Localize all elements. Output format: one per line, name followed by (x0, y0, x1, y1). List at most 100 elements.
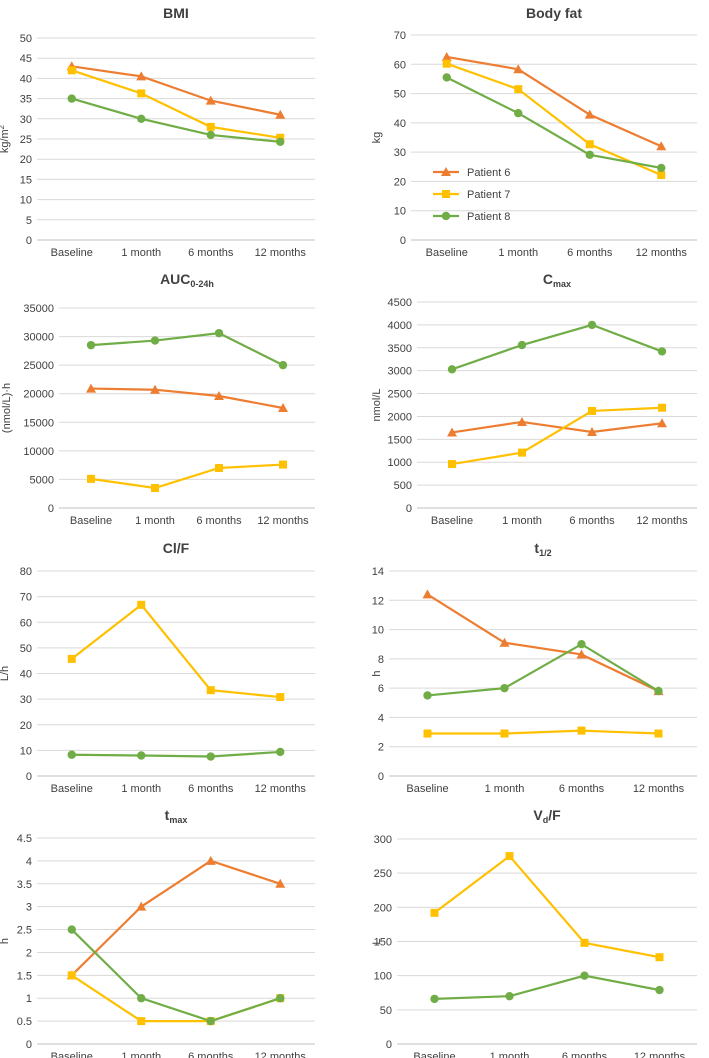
y-tick-label: 4500 (388, 297, 412, 309)
y-tick-label: 50 (20, 33, 32, 45)
y-tick-label: 6 (378, 683, 384, 695)
chart-title-main: t (165, 807, 170, 823)
series-line-patient-8 (451, 323, 663, 371)
data-point (588, 406, 596, 415)
chart-title-main: C (543, 271, 553, 287)
series-line-patient-8 (70, 928, 281, 1023)
data-point (151, 484, 159, 492)
x-tick-label: 12 months (633, 783, 685, 795)
chart-title-main: V (533, 807, 543, 823)
x-tick-label: 12 months (255, 1051, 307, 1058)
y-tick-label: 150 (374, 937, 392, 949)
y-tick-label: 0 (406, 503, 412, 515)
data-point (505, 991, 514, 1001)
data-point (517, 416, 527, 426)
y-tick-label: 35000 (23, 303, 54, 315)
series-line-patient-8 (446, 76, 662, 170)
y-tick-label: 200 (374, 902, 392, 914)
chart-bmi: BMI 0 5 10 15 20 25 30 35 40 45 50 Baseline 1 month 6 … (0, 5, 315, 259)
data-point (514, 85, 523, 94)
y-tick-label: 2 (378, 742, 384, 754)
y-tick-label: 10 (20, 195, 32, 207)
x-tick-label: 6 months (188, 247, 234, 259)
series-line-patient-7 (71, 603, 281, 699)
data-point (206, 122, 215, 131)
data-point (67, 66, 76, 75)
y-tick-label: 0.5 (17, 1016, 32, 1028)
y-axis-label-main: kg (371, 132, 383, 144)
y-tick-label: 12 (372, 595, 384, 607)
data-point (658, 403, 666, 412)
y-axis-label-main: L (371, 938, 383, 944)
y-axis-label: kg (371, 132, 383, 144)
chart-clf: Cl/F 0 10 20 30 40 50 60 70 80 Baseline 1 month 6 mo… (0, 540, 315, 795)
y-axis-label: (nmol/L)·h (1, 383, 13, 433)
x-tick-label: Baseline (413, 1051, 455, 1058)
data-point (137, 600, 146, 609)
data-point (517, 340, 527, 350)
y-tick-label: 0 (26, 1039, 32, 1051)
data-point (86, 383, 96, 393)
legend: Patient 6 Patient 7 Patient 8 (433, 167, 510, 223)
data-point (587, 427, 597, 437)
y-axis-label-main: h (371, 670, 383, 676)
data-point (137, 1017, 146, 1026)
y-axis-label-main: (nmol/L)·h (1, 383, 13, 433)
y-tick-label: 40 (20, 73, 32, 85)
y-tick-label: 2000 (388, 411, 412, 423)
data-point (67, 654, 76, 663)
data-point (275, 878, 286, 888)
data-point (577, 640, 586, 649)
chart-title-sub: d (543, 815, 549, 825)
x-tick-label: Baseline (51, 783, 93, 795)
y-tick-label: 30 (20, 114, 32, 126)
data-point (657, 418, 667, 428)
x-tick-label: Baseline (70, 515, 112, 527)
series-line-patient-7 (427, 729, 659, 735)
data-point (137, 114, 146, 124)
data-point (206, 686, 215, 695)
y-tick-label: 40 (394, 118, 406, 130)
chart-title: t1/2 (534, 540, 551, 558)
series-line-patient-6 (90, 387, 284, 410)
data-point (150, 384, 160, 394)
chart-title-main: BMI (163, 5, 189, 21)
x-tick-label: 6 months (188, 1051, 234, 1058)
x-tick-label: 12 months (255, 247, 307, 259)
data-point (214, 328, 224, 338)
chart-title-sub: max (169, 815, 187, 825)
chart-title-main: Cl/F (163, 540, 190, 556)
chart-title-suffix: /F (548, 807, 561, 823)
data-point (430, 994, 439, 1004)
series-line-patient-7 (90, 463, 284, 490)
data-point (67, 94, 76, 103)
data-point (441, 51, 452, 61)
y-axis-label-sup: 2 (0, 124, 6, 129)
y-tick-label: 50 (380, 1005, 392, 1017)
data-point (657, 347, 667, 356)
y-tick-label: 30 (394, 147, 406, 159)
legend-swatch-marker (442, 190, 450, 198)
data-point (278, 403, 288, 412)
y-tick-label: 25000 (23, 360, 54, 372)
legend-entry: Patient 8 (433, 211, 510, 223)
data-point (276, 137, 285, 147)
x-tick-label: Baseline (51, 247, 93, 259)
data-point (499, 637, 510, 647)
data-point (513, 64, 524, 74)
x-tick-label: Baseline (51, 1051, 93, 1058)
y-tick-label: 14 (372, 566, 384, 578)
y-tick-label: 0 (26, 771, 32, 783)
y-tick-label: 1 (26, 993, 32, 1005)
y-tick-label: 35 (20, 94, 32, 106)
y-tick-label: 4 (378, 712, 384, 724)
x-tick-label: 6 months (559, 783, 605, 795)
x-tick-label: 6 months (196, 515, 242, 527)
chart-body-fat: Body fat 0 10 20 30 40 50 60 70 Baseline 1 month 6 … (371, 5, 697, 259)
series-line-patient-6 (71, 65, 281, 116)
x-tick-label: 12 months (636, 247, 688, 259)
data-point (206, 752, 215, 761)
data-point (205, 95, 216, 105)
data-point (137, 751, 146, 760)
